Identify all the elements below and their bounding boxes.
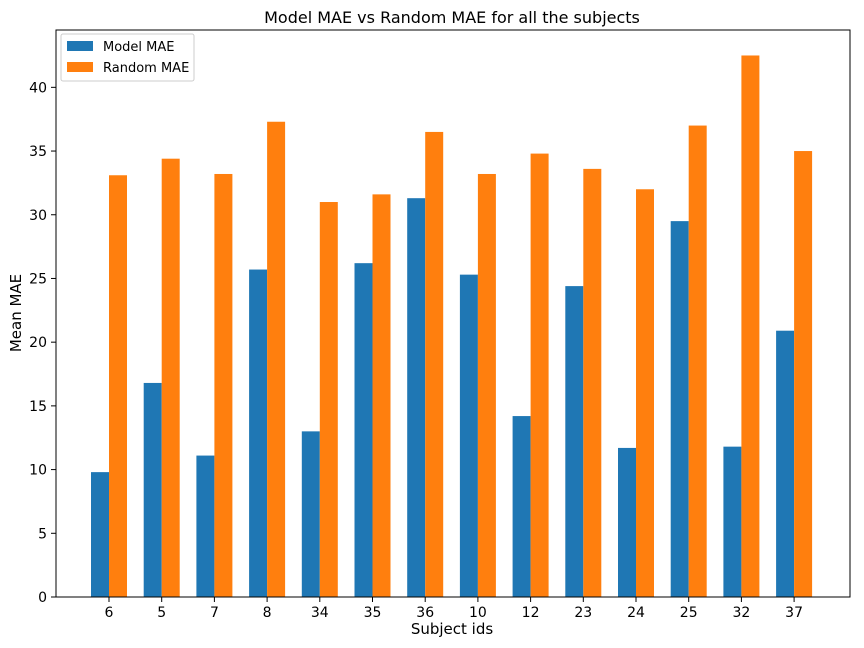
model-mae-bar-10 xyxy=(459,274,478,597)
model-mae-bar-35 xyxy=(354,263,373,597)
legend-label: Model MAE xyxy=(103,40,175,55)
y-tick-label: 25 xyxy=(29,271,47,287)
x-tick-label: 6 xyxy=(105,605,114,621)
random-mae-bar-24 xyxy=(636,189,654,598)
legend-swatch xyxy=(67,41,93,51)
random-mae-bar-12 xyxy=(530,153,549,597)
x-tick-label: 10 xyxy=(469,605,487,621)
y-tick-label: 10 xyxy=(29,463,47,479)
model-mae-bar-32 xyxy=(723,446,742,597)
random-mae-bar-35 xyxy=(372,194,391,598)
random-mae-bar-25 xyxy=(688,125,707,597)
x-tick-label: 7 xyxy=(210,605,219,621)
x-tick-label: 34 xyxy=(311,605,329,621)
x-tick-label: 35 xyxy=(364,605,382,621)
model-mae-bar-36 xyxy=(407,198,426,597)
random-mae-bar-10 xyxy=(477,173,496,597)
x-tick-label: 8 xyxy=(263,605,272,621)
x-tick-label: 36 xyxy=(416,605,434,621)
model-mae-bar-23 xyxy=(565,286,584,597)
x-axis: 6 5 7 8 34 35 36 10 12 23 24 25 32 37 xyxy=(105,597,803,621)
y-tick-label: 35 xyxy=(29,144,47,160)
x-tick-label: 5 xyxy=(157,605,166,621)
y-tick-label: 20 xyxy=(29,335,47,351)
random-mae-bar-6 xyxy=(109,175,127,597)
random-mae-bar-8 xyxy=(267,121,286,598)
legend-swatch xyxy=(67,62,93,72)
y-tick-label: 15 xyxy=(29,399,47,415)
x-tick-label: 25 xyxy=(680,605,698,621)
x-tick-label: 32 xyxy=(732,605,750,621)
model-mae-bar-5 xyxy=(143,382,162,597)
legend-label: Random MAE xyxy=(103,61,189,76)
random-mae-bar-7 xyxy=(214,173,233,597)
random-mae-bar-23 xyxy=(583,168,602,597)
x-tick-label: 24 xyxy=(627,605,645,621)
y-axis: 0 5 10 15 20 25 30 35 40 xyxy=(29,80,56,606)
legend: Model MAE Random MAE xyxy=(60,33,195,82)
random-mae-bar-37 xyxy=(794,151,813,598)
model-mae-bar-7 xyxy=(196,455,215,597)
y-tick-label: 0 xyxy=(38,590,47,606)
model-mae-bar-24 xyxy=(618,447,636,597)
random-mae-bar-32 xyxy=(741,55,760,597)
random-mae-bar-36 xyxy=(425,131,444,597)
y-tick-label: 5 xyxy=(38,526,47,542)
x-tick-label: 23 xyxy=(574,605,592,621)
y-tick-label: 40 xyxy=(29,80,47,96)
random-mae-bar-34 xyxy=(319,202,338,597)
x-axis-label: Subject ids xyxy=(411,620,494,638)
model-mae-bar-25 xyxy=(670,221,689,597)
bars-group xyxy=(91,55,813,598)
model-mae-bar-8 xyxy=(249,269,268,597)
plot-frame xyxy=(55,29,851,598)
legend-frame xyxy=(60,33,195,82)
model-mae-bar-12 xyxy=(512,416,531,597)
model-mae-bar-34 xyxy=(301,431,320,597)
random-mae-bar-5 xyxy=(161,158,180,597)
x-tick-label: 12 xyxy=(522,605,540,621)
x-tick-label: 37 xyxy=(785,605,803,621)
chart-title: Model MAE vs Random MAE for all the subj… xyxy=(264,8,640,27)
y-axis-label: Mean MAE xyxy=(7,274,25,352)
model-mae-bar-37 xyxy=(776,330,795,597)
y-tick-label: 30 xyxy=(29,208,47,224)
model-mae-bar-6 xyxy=(91,472,109,597)
